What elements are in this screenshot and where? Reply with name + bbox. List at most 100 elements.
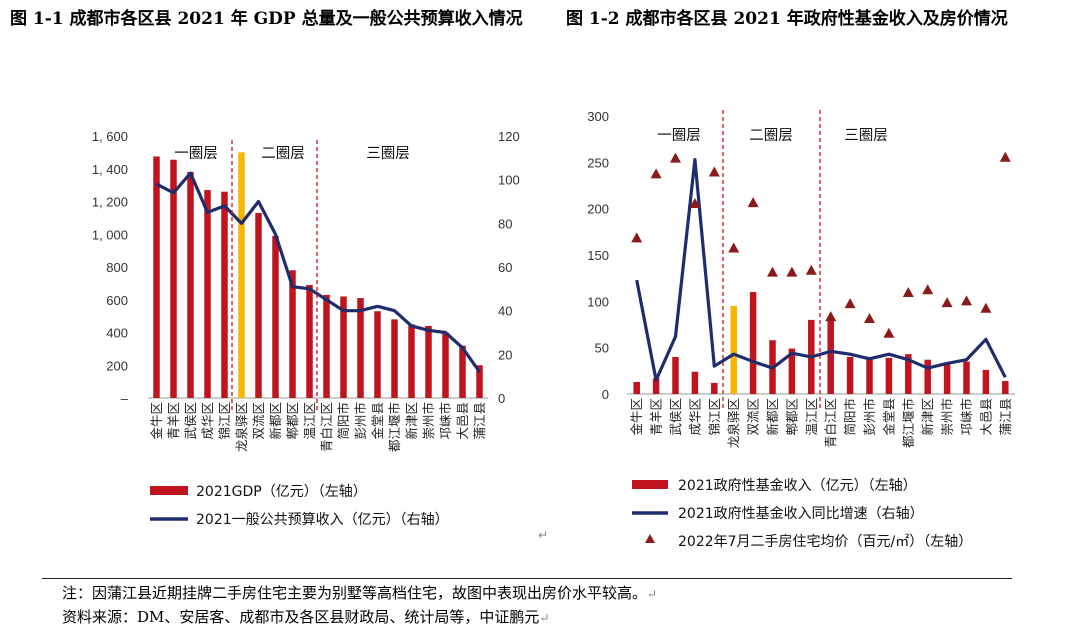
fund-revenue-bar [982, 369, 990, 394]
house-price-marker [650, 168, 662, 179]
legend-bar-swatch [150, 486, 188, 495]
gdp-bar [153, 156, 160, 398]
gdp-bar [340, 296, 347, 398]
gdp-bar [221, 191, 228, 398]
category-label: 崇州市 [940, 398, 955, 436]
left-axis-tick: 1, 400 [92, 162, 128, 177]
left-axis-tick: 200 [106, 358, 128, 373]
legend-marker-swatch [645, 534, 655, 543]
fund-revenue-bar [711, 382, 718, 394]
category-label: 金牛区 [629, 398, 644, 436]
category-label: 蒲江县 [472, 402, 487, 440]
legend-bar-label: 2021GDP（亿元）（左轴） [196, 484, 367, 500]
fund-revenue-bar [885, 357, 893, 394]
fund-revenue-bar [1002, 381, 1009, 394]
house-price-marker [670, 152, 681, 163]
gdp-bar [357, 298, 364, 398]
category-label: 彭州市 [862, 398, 877, 436]
legend-bar-label: 2021政府性基金收入（亿元）（左轴） [678, 477, 917, 494]
category-label: 崇州市 [421, 402, 436, 440]
house-price-marker [883, 327, 895, 338]
left-axis-tick: 300 [587, 109, 609, 124]
gdp-bar [289, 270, 296, 398]
category-label: 邛崃市 [959, 398, 974, 436]
right-axis-tick: 60 [498, 260, 512, 275]
zone-label: 一圈层 [174, 146, 218, 162]
house-price-marker [980, 302, 992, 313]
gdp-bar [459, 345, 466, 398]
zone-label: 二圈层 [749, 128, 793, 144]
category-label: 青羊区 [166, 402, 181, 440]
gdp-bar [306, 285, 313, 398]
gdp-bar [408, 324, 415, 398]
category-label: 温江区 [804, 398, 819, 436]
house-price-marker [999, 151, 1011, 162]
gdp-bar [204, 190, 211, 398]
left-axis-tick: 100 [587, 294, 609, 309]
category-label: 锦江区 [217, 402, 232, 440]
category-label: 青白江区 [823, 398, 838, 448]
fund-revenue-bar [749, 292, 757, 394]
left-axis-tick: 50 [595, 341, 609, 356]
right-axis-tick: 100 [498, 173, 520, 188]
category-label: 新都区 [268, 402, 283, 440]
left-axis-tick: 1, 200 [92, 195, 128, 210]
figure1-title: 图 1-1 成都市各区县 2021 年 GDP 总量及一般公共预算收入情况 [10, 9, 523, 29]
footnote-text: 注：因蒲江县近期挂牌二手房住宅主要为别墅等高档住宅，故图中表现出房价水平较高。 [62, 584, 648, 602]
chart-gdp-budget: – 200 400 600 800 1, 000 1, 200 1, 400 1, 600 0 20… [92, 129, 520, 528]
gdp-bar [238, 152, 245, 398]
legend-line-label: 2021政府性基金收入同比增速（右轴） [678, 505, 924, 522]
right-axis-tick: 120 [498, 129, 520, 144]
right-axis-tick: 0 [498, 391, 505, 406]
left-axis-tick: 400 [106, 326, 128, 341]
left-axis-tick: 250 [587, 155, 609, 170]
house-price-marker [941, 297, 953, 308]
house-price-marker [689, 198, 701, 209]
house-price-marker [805, 264, 817, 275]
gdp-bar [170, 159, 177, 398]
category-label: 金堂县 [881, 398, 896, 436]
category-label: 简阳市 [336, 402, 351, 440]
category-label: 金堂县 [370, 402, 385, 440]
category-label: 成华区 [200, 402, 215, 440]
gdp-bar [323, 294, 330, 398]
right-axis-tick: 80 [498, 216, 512, 231]
zone-label: 三圈层 [844, 128, 888, 144]
left-axis-tick: 0 [602, 387, 609, 402]
house-price-marker [631, 232, 643, 243]
house-price-marker [902, 286, 914, 297]
fund-revenue-bar [788, 348, 796, 394]
gdp-bar [187, 172, 194, 398]
fund-revenue-bar [866, 356, 873, 394]
house-price-marker [961, 295, 972, 306]
category-label: 龙泉驿区 [234, 402, 249, 452]
left-axis-tick: – [121, 391, 129, 406]
category-label: 双流区 [251, 402, 266, 440]
category-label: 都江堰市 [387, 402, 402, 452]
category-label: 武侯区 [668, 398, 683, 436]
house-price-marker [708, 166, 720, 177]
fund-growth-line [635, 157, 1007, 382]
house-price-marker [767, 266, 778, 277]
house-price-marker [844, 298, 856, 309]
gdp-bar [476, 365, 483, 398]
legend-bar-swatch [632, 480, 668, 489]
gdp-bar [391, 319, 398, 398]
source-note: 资料来源：DM、安居客、成都市及各区县财政局、统计局等，中证鹏元↵ [62, 608, 550, 626]
zone-label: 三圈层 [366, 146, 410, 162]
fund-revenue-bar [730, 305, 737, 394]
category-label: 武侯区 [183, 402, 198, 440]
gdp-bar [425, 325, 432, 398]
category-label: 大邑县 [978, 398, 993, 436]
fund-revenue-bar [827, 317, 834, 394]
left-axis-tick: 800 [106, 260, 128, 275]
category-label: 龙泉驿区 [726, 398, 741, 448]
category-label: 新津区 [920, 398, 935, 436]
category-label: 郫都区 [784, 398, 799, 436]
gdp-bar [272, 235, 279, 398]
legend-marker-label: 2022年7月二手房住宅均价（百元/㎡）（左轴） [678, 534, 972, 550]
category-label: 温江区 [302, 402, 317, 440]
footnote: 注：因蒲江县近期挂牌二手房住宅主要为别墅等高档住宅，故图中表现出房价水平较高。↵ [62, 584, 658, 602]
legend-line-label: 2021一般公共预算收入（亿元）（右轴） [196, 512, 449, 528]
left-axis-tick: 150 [587, 248, 609, 263]
